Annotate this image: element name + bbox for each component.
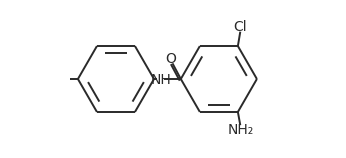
Text: NH₂: NH₂ <box>228 123 254 137</box>
Text: Cl: Cl <box>233 20 247 34</box>
Text: NH: NH <box>150 73 171 87</box>
Text: O: O <box>165 52 176 66</box>
